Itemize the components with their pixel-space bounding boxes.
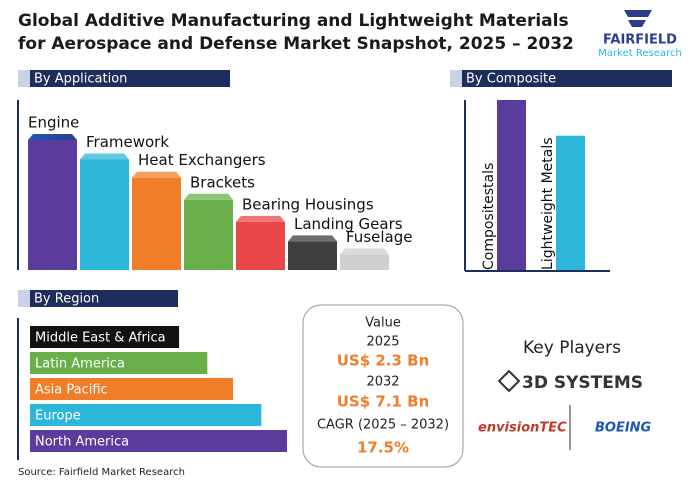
bar-label: Fuselage bbox=[346, 228, 412, 246]
logo-icon bbox=[497, 369, 521, 393]
snapshot-cagr: 17.5% bbox=[357, 439, 409, 457]
snapshot-cagr-label: CAGR (2025 – 2032) bbox=[317, 418, 449, 433]
logo-mark bbox=[624, 10, 652, 27]
title-line: for Aerospace and Defense Market Snapsho… bbox=[18, 34, 574, 54]
bar bbox=[30, 378, 234, 400]
bar bbox=[340, 254, 389, 270]
bar-label: Asia Pacific bbox=[35, 383, 108, 398]
snapshot-year: 2025 bbox=[366, 335, 399, 350]
bar-cap bbox=[28, 134, 77, 140]
snapshot-label: Value bbox=[365, 316, 401, 331]
section-title: By Application bbox=[34, 72, 127, 87]
bar-label: Bearing Housings bbox=[242, 195, 374, 213]
snapshot-box bbox=[302, 304, 464, 468]
bar-cap bbox=[340, 248, 389, 255]
bar-label: Europe bbox=[35, 409, 81, 424]
bar-label: Middle East & Africa bbox=[35, 331, 166, 346]
section-title: By Composite bbox=[466, 72, 556, 87]
section-title: By Region bbox=[34, 292, 99, 307]
bar bbox=[30, 404, 262, 426]
bar bbox=[236, 221, 285, 270]
snapshot-value: US$ 7.1 Bn bbox=[337, 393, 430, 411]
bar-label: Framework bbox=[86, 133, 169, 151]
bar-cap bbox=[132, 171, 181, 178]
header-accent bbox=[18, 290, 30, 307]
brand-logo: FAIRFIELD Market Research bbox=[598, 10, 682, 59]
bar-label: Compositestals bbox=[481, 163, 497, 270]
bar-label: Latin America bbox=[35, 357, 125, 372]
bar bbox=[184, 199, 233, 270]
bar bbox=[497, 100, 526, 270]
title-line: Global Additive Manufacturing and Lightw… bbox=[18, 11, 569, 31]
brand-name: FAIRFIELD bbox=[603, 33, 677, 48]
header-accent bbox=[18, 70, 30, 87]
player-logo: 3D SYSTEMS bbox=[522, 373, 643, 393]
bar-cap bbox=[236, 215, 285, 222]
bar bbox=[30, 326, 180, 348]
bar bbox=[556, 135, 585, 270]
player-logo: envisionTEC bbox=[478, 421, 567, 436]
snapshot-value: US$ 2.3 Bn bbox=[337, 352, 430, 370]
bar-label: Lightweight Metals bbox=[540, 137, 556, 270]
brand-sub: Market Research bbox=[598, 48, 681, 59]
section-header bbox=[30, 70, 230, 87]
bar-cap bbox=[288, 235, 337, 242]
bar bbox=[30, 352, 208, 374]
bar-label: Landing Gears bbox=[294, 215, 403, 233]
section-header bbox=[462, 70, 672, 87]
bar-label: North America bbox=[35, 435, 129, 450]
bar bbox=[288, 241, 337, 270]
section-header bbox=[30, 290, 178, 307]
bar-label: Brackets bbox=[190, 173, 255, 191]
bar bbox=[28, 140, 77, 270]
player-logo: BOEING bbox=[595, 421, 652, 436]
key-players-title: Key Players bbox=[523, 338, 621, 358]
header-accent bbox=[450, 70, 462, 87]
bar bbox=[30, 430, 287, 452]
bar-label: Heat Exchangers bbox=[138, 151, 266, 169]
bar bbox=[80, 159, 129, 270]
bar-cap bbox=[184, 193, 233, 200]
bar-label: Engine bbox=[28, 114, 79, 132]
source: Source: Fairfield Market Research bbox=[18, 467, 185, 478]
snapshot-year: 2032 bbox=[366, 375, 399, 390]
bar-cap bbox=[80, 153, 129, 160]
bar bbox=[132, 177, 181, 270]
